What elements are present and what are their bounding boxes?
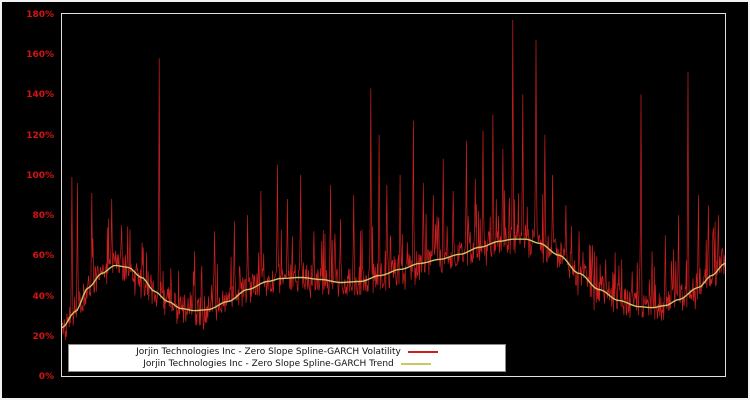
trend-line-swatch xyxy=(400,363,431,365)
y-tick-label: 140% xyxy=(26,90,54,101)
legend-item-trend: Jorjin Technologies Inc - Zero Slope Spl… xyxy=(69,358,505,370)
volatility-line-swatch xyxy=(407,351,438,353)
legend-label-trend: Jorjin Technologies Inc - Zero Slope Spl… xyxy=(143,359,394,369)
y-tick-label: 120% xyxy=(26,130,54,141)
legend-item-volatility: Jorjin Technologies Inc - Zero Slope Spl… xyxy=(69,346,505,358)
y-tick-label: 160% xyxy=(26,50,54,61)
y-tick-label: 60% xyxy=(32,251,54,262)
y-tick-label: 40% xyxy=(32,291,54,302)
chart-canvas xyxy=(62,19,725,341)
plot-area: Jorjin Technologies Inc - Zero Slope Spl… xyxy=(61,13,726,377)
y-tick-label: 20% xyxy=(32,331,54,342)
legend-label-volatility: Jorjin Technologies Inc - Zero Slope Spl… xyxy=(136,347,401,357)
y-axis: 0% 20% 40% 60% 80% 100% 120% 140% 160% 180% xyxy=(2,10,56,382)
trend-series-line xyxy=(62,238,725,329)
legend: Jorjin Technologies Inc - Zero Slope Spl… xyxy=(68,344,506,372)
y-tick-label: 80% xyxy=(32,211,54,222)
y-tick-label: 0% xyxy=(38,372,54,382)
volatility-series-line xyxy=(62,19,725,341)
y-tick-label: 180% xyxy=(26,10,54,20)
y-tick-label: 100% xyxy=(26,170,54,181)
